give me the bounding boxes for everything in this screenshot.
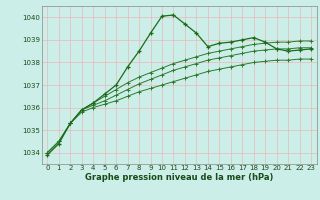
X-axis label: Graphe pression niveau de la mer (hPa): Graphe pression niveau de la mer (hPa) <box>85 173 273 182</box>
